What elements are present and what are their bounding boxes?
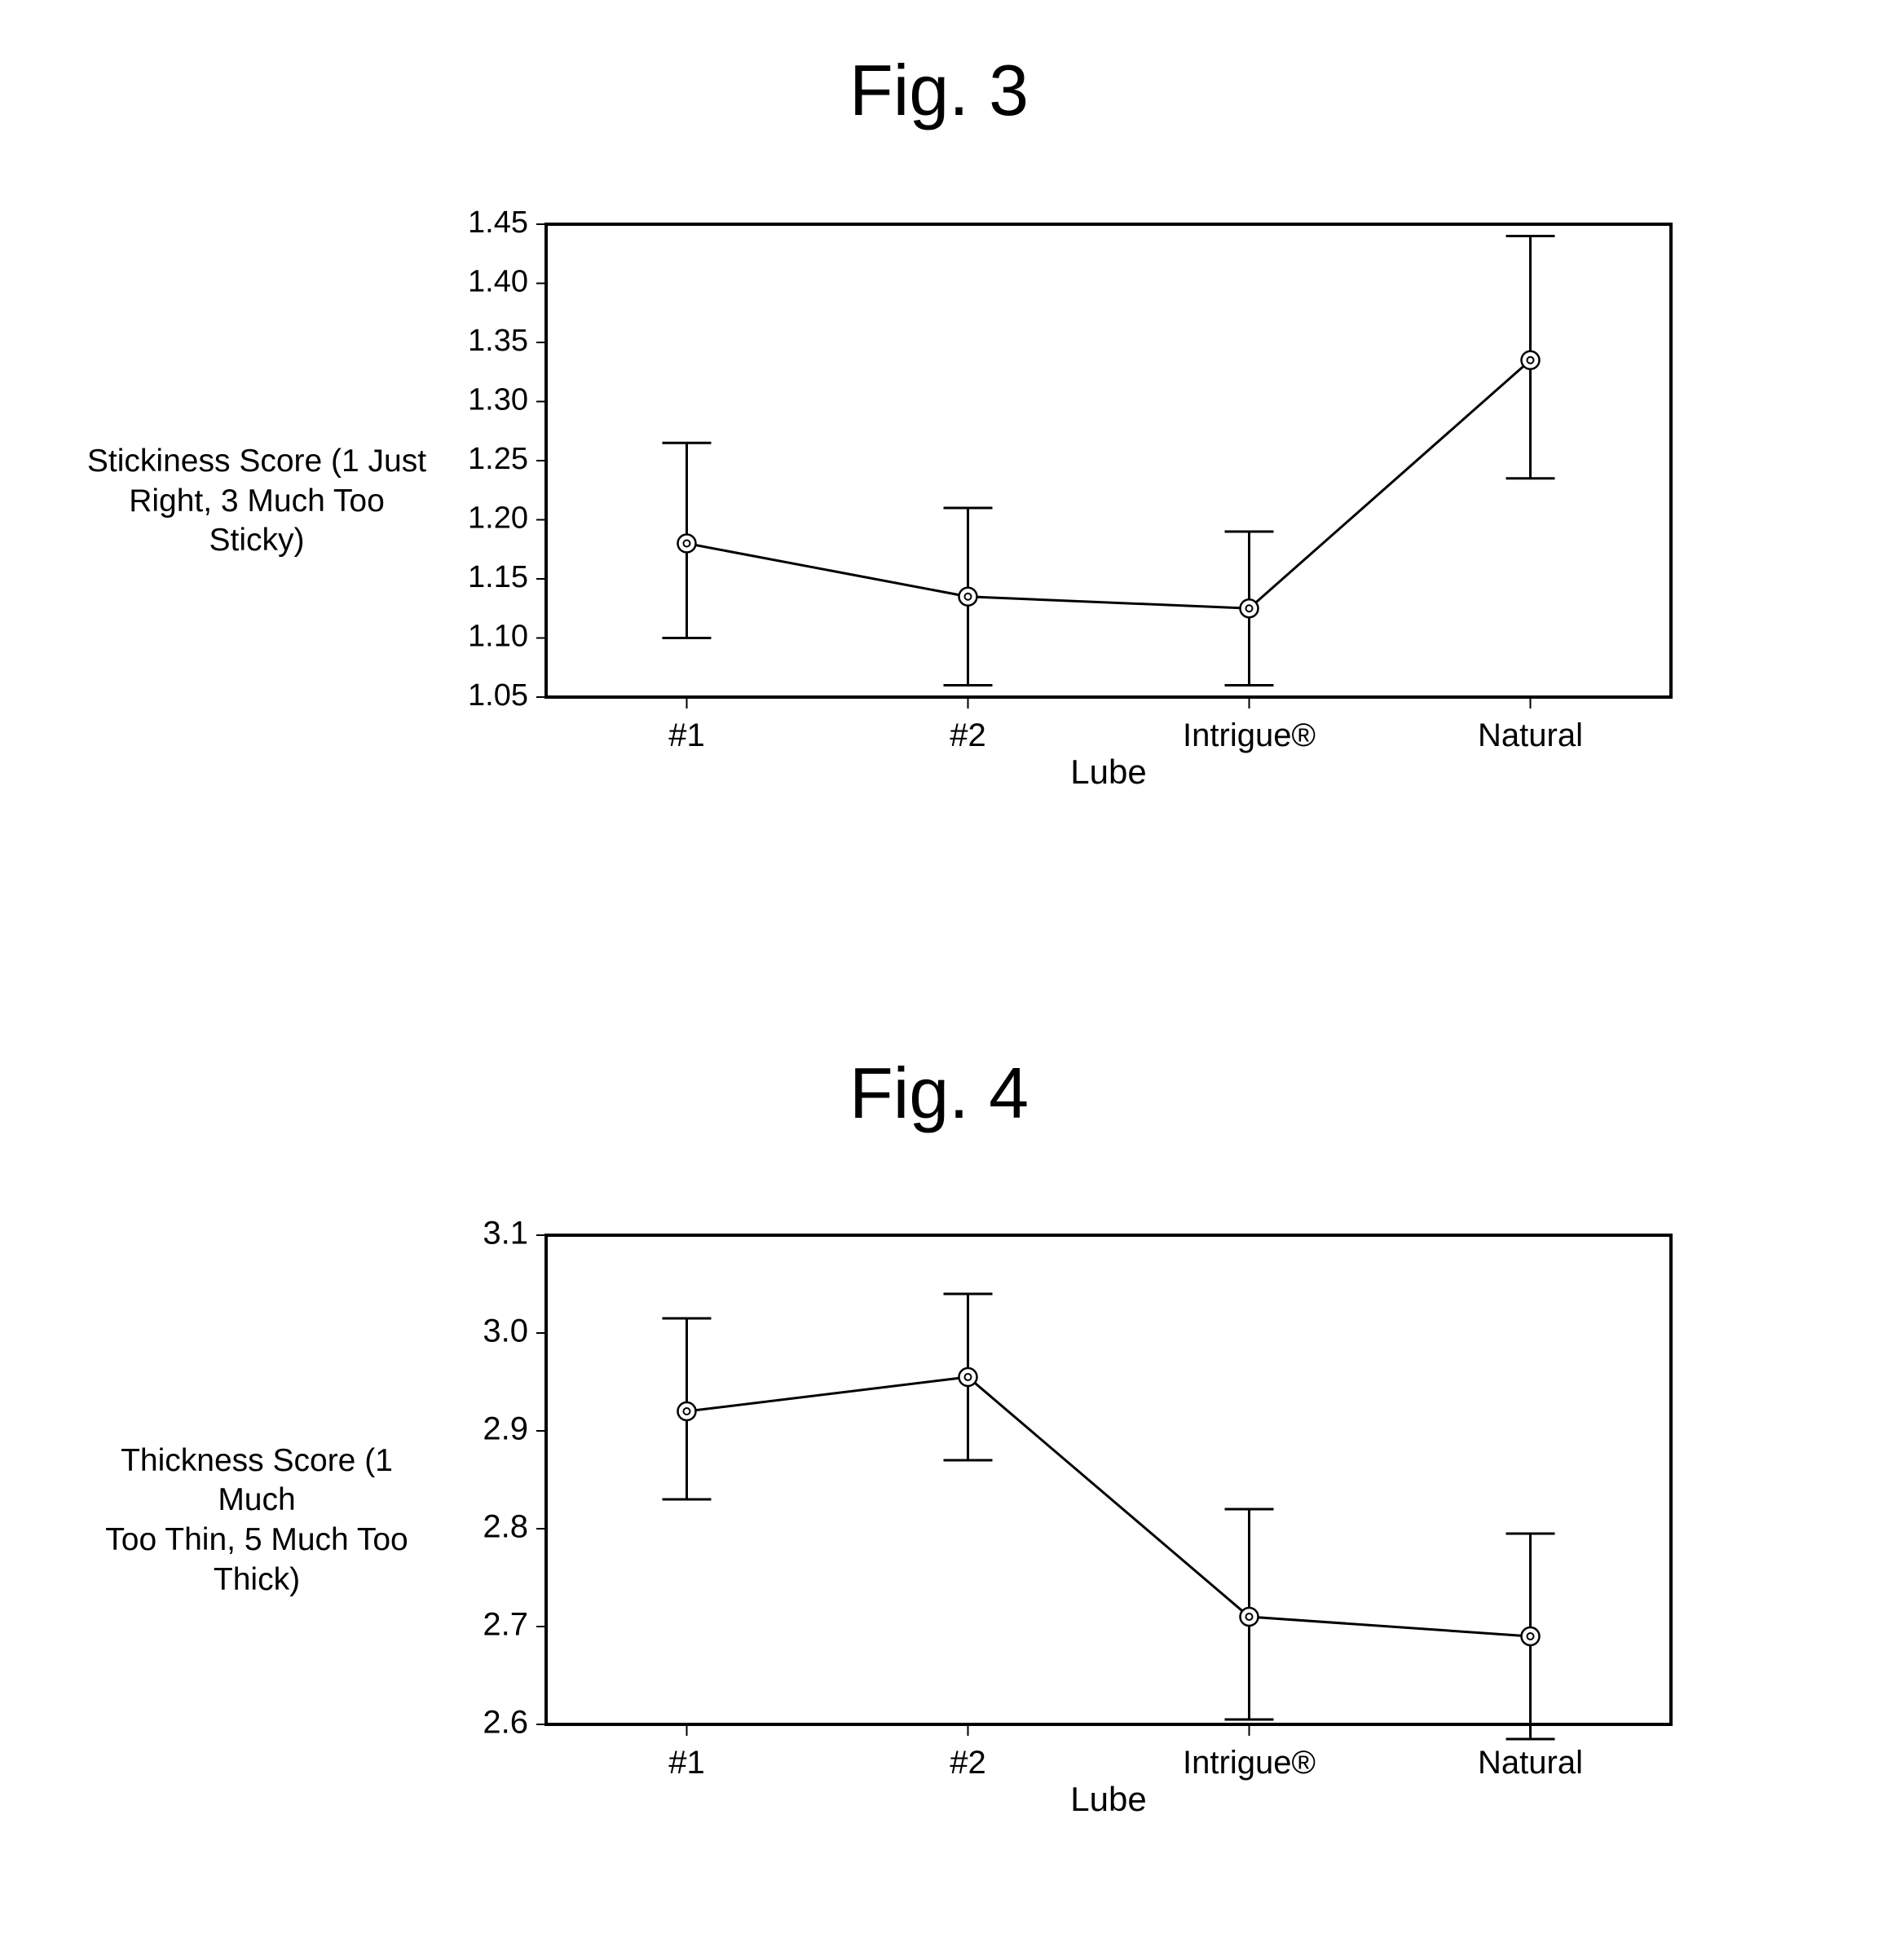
xtick-label: #1	[668, 717, 705, 753]
ytick-label: 2.9	[483, 1411, 528, 1447]
xtick-label: Natural	[1478, 1745, 1583, 1781]
fig3-chart: 1.05 1.10 1.15 1.20 1.25 1.30 1.35 1.40 1.45 #1 #2…	[432, 208, 1704, 795]
ytick-label: 2.7	[483, 1607, 528, 1643]
xtick-label: #2	[950, 1745, 986, 1781]
fig4-chart: 2.6 2.7 2.8 2.9 3.0 3.1 #1 #2 Intrigue® Natural Lu…	[432, 1219, 1704, 1822]
x-axis-label: Lube	[1070, 1780, 1146, 1818]
xtick-label: Intrigue®	[1183, 717, 1316, 753]
xtick-label: Natural	[1478, 717, 1583, 753]
ytick-label: 1.35	[468, 324, 528, 358]
xtick-label: Intrigue®	[1183, 1745, 1316, 1781]
xtick-label: #2	[950, 717, 986, 753]
fig3-title: Fig. 3	[0, 49, 1878, 132]
fig3-ylabel: Stickiness Score (1 JustRight, 3 Much To…	[82, 442, 432, 561]
ytick-label: 1.30	[468, 383, 528, 417]
ytick-label: 3.0	[483, 1313, 528, 1349]
fig4-title: Fig. 4	[0, 1052, 1878, 1135]
ytick-label: 1.45	[468, 208, 528, 240]
ytick-label: 1.40	[468, 265, 528, 299]
ytick-label: 1.25	[468, 442, 528, 476]
fig4-wrap: Thickness Score (1 MuchToo Thin, 5 Much …	[82, 1219, 1704, 1822]
ytick-label: 1.10	[468, 620, 528, 654]
ytick-label: 2.8	[483, 1509, 528, 1545]
fig3-wrap: Stickiness Score (1 JustRight, 3 Much To…	[82, 208, 1704, 795]
xtick-label: #1	[668, 1745, 705, 1781]
ytick-label: 2.6	[483, 1705, 528, 1741]
ytick-label: 1.05	[468, 678, 528, 713]
fig4-ylabel: Thickness Score (1 MuchToo Thin, 5 Much …	[82, 1441, 432, 1600]
ytick-label: 3.1	[483, 1219, 528, 1251]
page: Fig. 3 Stickiness Score (1 JustRight, 3 …	[0, 0, 1878, 1960]
ytick-label: 1.20	[468, 501, 528, 536]
ytick-label: 1.15	[468, 560, 528, 594]
x-axis-label: Lube	[1070, 753, 1146, 791]
